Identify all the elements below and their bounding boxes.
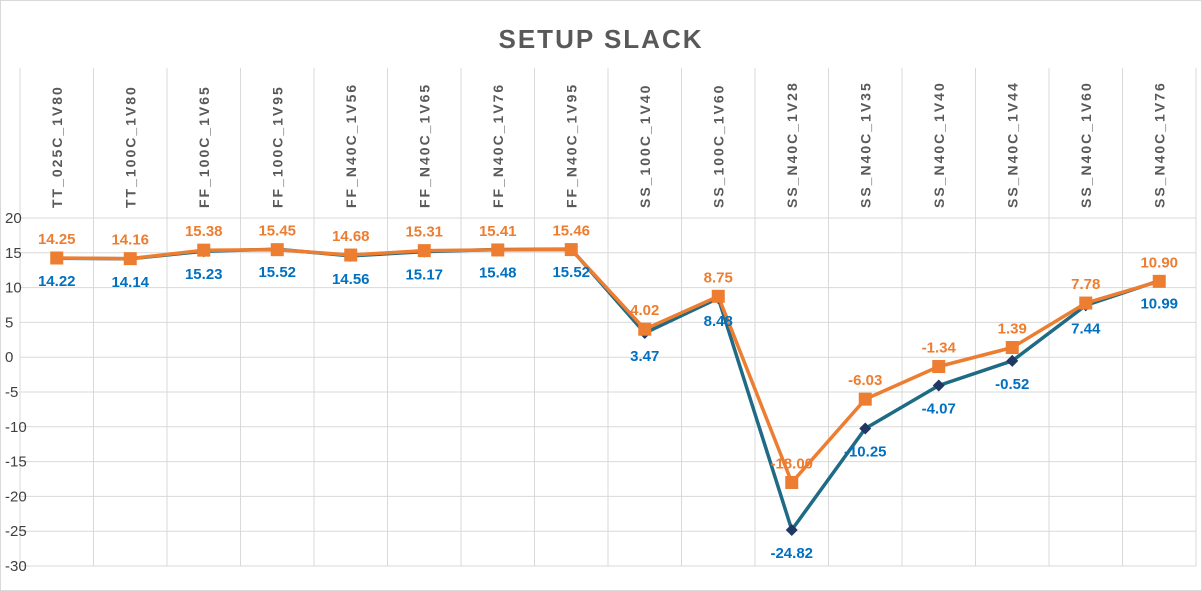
- series-2-point: [711, 289, 725, 303]
- series-1-point: [1006, 354, 1019, 367]
- series-1-data-label: 14.14: [111, 274, 149, 291]
- series-1-data-label: 15.17: [405, 267, 443, 284]
- series-1-data-label: 10.99: [1140, 296, 1178, 313]
- series-1-data-label: 7.44: [1071, 320, 1101, 337]
- y-tick-label: 5: [5, 314, 13, 331]
- series-2-point: [123, 252, 137, 266]
- series-2-data-label: 1.39: [998, 321, 1027, 338]
- x-tick-label: FF_N40C_1V76: [490, 83, 506, 208]
- series-2-point: [50, 251, 64, 265]
- series-2-point: [638, 322, 652, 336]
- series-2-point: [1152, 274, 1166, 288]
- series-markers: [50, 243, 1166, 536]
- series-2-data-label: -1.34: [922, 340, 957, 357]
- series-2-point: [270, 243, 284, 257]
- series-1-data-label: -10.25: [844, 444, 887, 461]
- series-1-data-label: 15.48: [479, 264, 517, 281]
- series-1-point: [859, 422, 872, 435]
- series-2-point: [785, 475, 799, 489]
- x-tick-label: TT_100C_1V80: [122, 85, 138, 208]
- x-tick-label: FF_N40C_1V56: [343, 83, 359, 208]
- series-2-point: [1079, 296, 1093, 310]
- y-tick-label: -30: [5, 558, 27, 575]
- data-labels: 14.22 14.14 15.23 15.52 14.56 15.17 15.48 15.52…: [38, 223, 1178, 562]
- series-1-data-label: 15.52: [552, 264, 590, 281]
- chart-title: SETUP SLACK: [499, 24, 704, 54]
- series-2-data-label: 14.25: [38, 231, 76, 248]
- series-2-data-label: 15.46: [552, 223, 590, 240]
- series-2-line: [56, 247, 1160, 485]
- y-tick-label: 20: [5, 210, 22, 227]
- x-tick-label: FF_100C_1V65: [196, 85, 212, 208]
- series-2-point: [491, 243, 505, 257]
- series-2-point: [344, 248, 358, 262]
- series-2-point: [932, 360, 946, 374]
- x-tick-label: SS_N40C_1V76: [1151, 81, 1167, 208]
- series-2-data-label: 4.02: [630, 302, 659, 319]
- x-tick-label: SS_N40C_1V44: [1004, 81, 1020, 208]
- x-axis-tick-labels: TT_025C_1V80 TT_100C_1V80 FF_100C_1V65 FF_1…: [49, 81, 1168, 208]
- gridlines: [19, 68, 1197, 567]
- series-2-point: [858, 392, 872, 406]
- x-tick-label: SS_N40C_1V35: [857, 81, 873, 208]
- series-2-data-label: 15.41: [479, 223, 517, 240]
- series-1-point: [932, 379, 945, 392]
- series-1-data-label: 8.48: [704, 313, 733, 330]
- series-2-point: [564, 243, 578, 257]
- series-1-data-label: -4.07: [922, 401, 956, 418]
- x-tick-label: FF_N40C_1V65: [416, 83, 432, 208]
- y-tick-label: -15: [5, 454, 27, 471]
- x-tick-label: SS_100C_1V40: [637, 84, 653, 208]
- y-tick-label: -5: [5, 384, 18, 401]
- series-1-data-label: -0.52: [995, 376, 1029, 393]
- series-2-point: [417, 244, 431, 258]
- series-2-data-label: -18.00: [770, 455, 813, 472]
- series-2-data-label: 14.16: [111, 232, 149, 249]
- series-2-data-label: 7.78: [1071, 276, 1100, 293]
- y-tick-label: -20: [5, 488, 27, 505]
- series-2-data-label: 15.45: [258, 223, 296, 240]
- x-tick-label: SS_100C_1V60: [710, 84, 726, 208]
- y-tick-label: 10: [5, 280, 22, 297]
- series-1-point: [785, 523, 798, 536]
- x-tick-label: SS_N40C_1V40: [931, 81, 947, 208]
- x-tick-label: SS_N40C_1V60: [1078, 81, 1094, 208]
- series-1-data-label: 14.22: [38, 273, 76, 290]
- series-2-data-label: 15.31: [405, 224, 443, 241]
- series-2-data-label: -6.03: [848, 372, 882, 389]
- series-lines: [56, 247, 1160, 532]
- series-1-data-label: 15.23: [185, 266, 223, 283]
- series-2-data-label: 15.38: [185, 223, 223, 240]
- series-2-data-label: 10.90: [1140, 254, 1178, 271]
- y-tick-label: -25: [5, 523, 27, 540]
- series-2-point: [197, 243, 211, 257]
- series-1-data-label: 3.47: [630, 348, 659, 365]
- series-1-data-label: -24.82: [770, 545, 813, 562]
- x-tick-label: TT_025C_1V80: [49, 85, 65, 208]
- y-axis-tick-labels: 20 15 10 5 0 -5 -10 -15 -20 -25 -30: [5, 210, 27, 575]
- series-2-point: [1005, 341, 1019, 355]
- series-2-data-label: 8.75: [704, 269, 733, 286]
- y-tick-label: 0: [5, 349, 13, 366]
- y-tick-label: -10: [5, 419, 27, 436]
- y-tick-label: 15: [5, 245, 22, 262]
- x-tick-label: FF_N40C_1V95: [563, 83, 579, 208]
- x-tick-label: FF_100C_1V95: [269, 85, 285, 208]
- series-2-data-label: 14.68: [332, 228, 370, 245]
- series-1-data-label: 15.52: [258, 264, 296, 281]
- series-1-data-label: 14.56: [332, 271, 370, 288]
- x-tick-label: SS_N40C_1V28: [784, 81, 800, 208]
